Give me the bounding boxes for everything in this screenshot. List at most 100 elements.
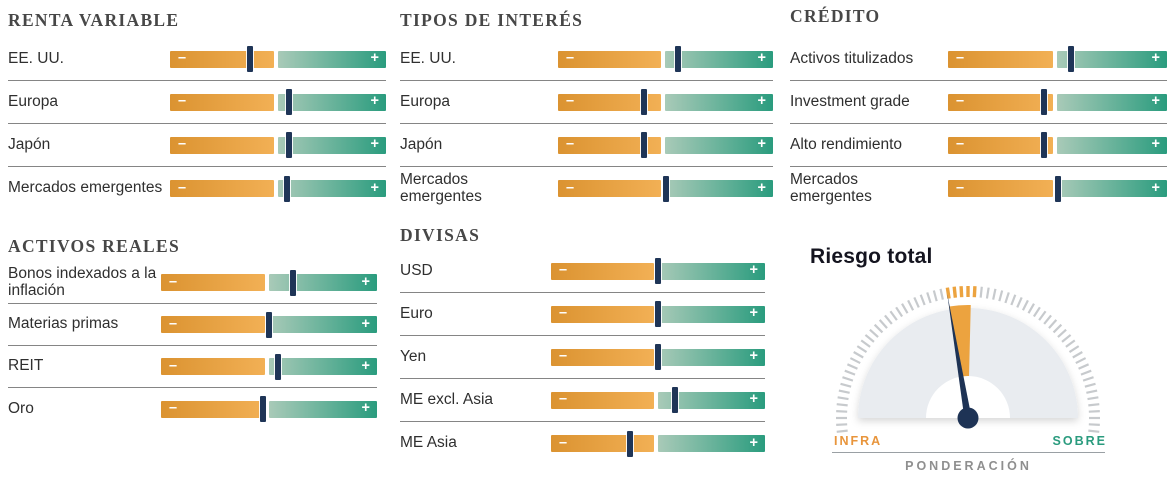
section-riesgo-total: Riesgo total INFRA SOBRE PONDERACIÓN — [790, 240, 1169, 495]
plus-icon: + — [749, 348, 758, 365]
positioning-slider: – + — [558, 46, 773, 72]
overweight-segment: + — [268, 400, 377, 418]
slider-row: USD – + — [400, 250, 765, 293]
section-title: TIPOS DE INTERÉS — [400, 10, 584, 30]
gauge-label-sobre: SOBRE — [1052, 434, 1107, 448]
row-label: Euro — [400, 304, 433, 322]
plus-icon: + — [1151, 50, 1160, 67]
positioning-slider: – + — [161, 269, 377, 296]
slider-row: ME Asia – + — [400, 422, 765, 465]
positioning-slider: – + — [948, 132, 1167, 158]
plus-icon: + — [757, 93, 766, 110]
plus-icon: + — [1151, 136, 1160, 153]
underweight-segment: – — [161, 400, 265, 418]
plus-icon: + — [370, 50, 379, 67]
position-marker — [266, 311, 272, 338]
row-label: Alto rendimiento — [790, 135, 903, 153]
plus-icon: + — [361, 273, 370, 290]
section-title: CRÉDITO — [790, 6, 881, 26]
positioning-slider: – + — [558, 175, 773, 202]
plus-icon: + — [749, 305, 758, 322]
overweight-segment: + — [657, 348, 765, 366]
row-label: Mercados emergentes — [8, 179, 163, 197]
underweight-segment: – — [170, 180, 274, 197]
section-title: DIVISAS — [400, 225, 481, 245]
overweight-segment: + — [277, 136, 386, 154]
gauge-risk-wedge — [949, 304, 971, 378]
underweight-segment: – — [161, 316, 265, 333]
slider-rows: Bonos indexados a la inflación – + Materias… — [8, 262, 377, 430]
overweight-segment: + — [665, 136, 773, 154]
positioning-slider: – + — [551, 344, 765, 370]
minus-icon: – — [956, 179, 965, 196]
overweight-segment: + — [277, 180, 386, 197]
plus-icon: + — [749, 262, 758, 279]
slider-row: Euro – + — [400, 293, 765, 336]
position-marker — [655, 344, 661, 370]
section-credito: CRÉDITO Activos titulizados – + Investment … — [790, 6, 1167, 216]
slider-row: Europa – + — [400, 81, 773, 124]
overweight-segment: + — [1057, 50, 1167, 68]
plus-icon: + — [361, 400, 370, 417]
gauge-label-ponderacion: PONDERACIÓN — [905, 459, 1032, 473]
position-marker — [246, 46, 253, 72]
slider-row: Alto rendimiento – + — [790, 124, 1167, 167]
minus-icon: – — [559, 391, 568, 408]
slider-row: Mercados emergentes – + — [790, 167, 1167, 210]
positioning-slider: – + — [170, 89, 386, 115]
gauge-needle — [947, 293, 972, 419]
row-label: ME Asia — [400, 434, 457, 452]
position-marker — [627, 430, 634, 457]
minus-icon: – — [178, 179, 187, 196]
minus-icon: – — [178, 136, 187, 153]
plus-icon: + — [361, 315, 370, 332]
row-label: Oro — [8, 399, 34, 417]
position-marker — [1041, 132, 1048, 158]
overweight-segment: + — [277, 50, 386, 68]
position-marker — [655, 301, 661, 327]
minus-icon: – — [169, 273, 178, 290]
underweight-segment: – — [170, 50, 274, 68]
minus-icon: – — [178, 93, 187, 110]
position-marker — [1041, 89, 1048, 115]
position-marker — [283, 175, 290, 202]
slider-rows: EE. UU. – + Europa – + Japón – + Mercados emergen… — [400, 38, 773, 210]
underweight-segment: – — [558, 93, 662, 111]
slider-rows: EE. UU. – + Europa – + Japón – + Mercados emergen… — [8, 38, 386, 210]
overweight-segment: + — [657, 434, 765, 452]
position-marker — [641, 132, 647, 158]
plus-icon: + — [370, 93, 379, 110]
underweight-segment: – — [558, 180, 662, 197]
positioning-slider: – + — [948, 46, 1167, 72]
gauge-tick-ring — [836, 286, 1100, 433]
gauge-baseline — [832, 452, 1105, 453]
slider-row: Mercados emergentes – + — [400, 167, 773, 210]
slider-rows: USD – + Euro – + Yen – + ME excl. Asia – + ME Asia – + — [400, 250, 765, 465]
plus-icon: + — [757, 179, 766, 196]
position-marker — [285, 132, 292, 158]
slider-row: Investment grade – + — [790, 81, 1167, 124]
plus-icon: + — [749, 434, 758, 451]
underweight-segment: – — [161, 274, 265, 291]
positioning-slider: – + — [551, 387, 765, 413]
overweight-segment: + — [1057, 180, 1167, 197]
section-tipos-de-interes: TIPOS DE INTERÉS EE. UU. – + Europa – + Japón –… — [400, 10, 773, 220]
overweight-segment: + — [268, 358, 377, 375]
section-divisas: DIVISAS USD – + Euro – + Yen – + ME excl. Asia – + M… — [400, 220, 765, 480]
row-label: Mercados emergentes — [400, 170, 482, 205]
position-marker — [1054, 175, 1061, 202]
row-label: EE. UU. — [8, 49, 64, 67]
minus-icon: – — [559, 305, 568, 322]
slider-row: Yen – + — [400, 336, 765, 379]
position-marker — [1067, 46, 1074, 72]
row-label: Yen — [400, 347, 427, 365]
underweight-segment: – — [948, 50, 1054, 68]
underweight-segment: – — [170, 136, 274, 154]
overweight-segment: + — [1057, 93, 1167, 111]
row-label: Activos titulizados — [790, 49, 914, 67]
minus-icon: – — [559, 348, 568, 365]
slider-rows: Activos titulizados – + Investment grade – + A… — [790, 38, 1167, 210]
underweight-segment: – — [948, 93, 1054, 111]
minus-icon: – — [566, 93, 575, 110]
position-marker — [662, 175, 669, 202]
